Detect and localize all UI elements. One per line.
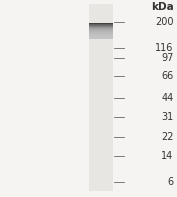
Bar [88, 30, 113, 31]
Bar [88, 36, 113, 37]
Bar [88, 26, 113, 27]
Bar [88, 27, 113, 28]
Bar [88, 31, 113, 32]
Bar [88, 36, 113, 37]
Bar [88, 28, 113, 29]
Bar [88, 28, 113, 29]
Text: 22: 22 [161, 132, 173, 142]
Text: 6: 6 [167, 177, 173, 187]
Text: 97: 97 [161, 53, 173, 63]
Bar [88, 35, 113, 36]
Bar [88, 23, 113, 24]
Bar [88, 29, 113, 30]
Bar [88, 4, 113, 191]
Bar [88, 38, 113, 39]
Bar [88, 34, 113, 35]
Text: 200: 200 [155, 17, 173, 27]
Text: kDa: kDa [151, 2, 173, 12]
Bar [88, 24, 113, 25]
Bar [88, 37, 113, 38]
Bar [88, 25, 113, 26]
Bar [88, 33, 113, 34]
Text: 31: 31 [161, 112, 173, 122]
Bar [88, 24, 113, 25]
Bar [88, 32, 113, 33]
Bar [88, 29, 113, 30]
Text: 116: 116 [155, 43, 173, 53]
Text: 44: 44 [161, 93, 173, 102]
Bar [88, 37, 113, 38]
Bar [88, 35, 113, 36]
Bar [88, 23, 113, 24]
Text: 66: 66 [161, 71, 173, 81]
Text: 14: 14 [161, 151, 173, 161]
